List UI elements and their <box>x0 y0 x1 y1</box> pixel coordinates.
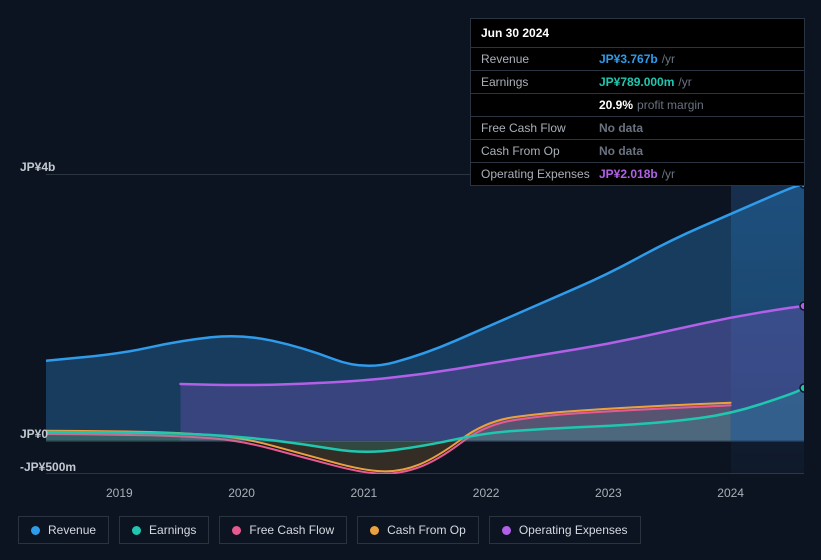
tooltip-label: Revenue <box>481 52 599 66</box>
x-axis-label: 2023 <box>595 486 622 500</box>
tooltip-value: JP¥789.000m/yr <box>599 75 692 89</box>
x-axis-label: 2021 <box>351 486 378 500</box>
tooltip-label <box>481 98 599 112</box>
tooltip-label: Operating Expenses <box>481 167 599 181</box>
y-axis-label: -JP¥500m <box>20 460 76 474</box>
tooltip-row: 20.9%profit margin <box>471 94 804 117</box>
tooltip-row: EarningsJP¥789.000m/yr <box>471 71 804 94</box>
tooltip-row: RevenueJP¥3.767b/yr <box>471 48 804 71</box>
legend-item[interactable]: Operating Expenses <box>489 516 641 544</box>
series-end-dot <box>800 302 804 310</box>
tooltip-row: Free Cash FlowNo data <box>471 117 804 140</box>
tooltip-label: Free Cash Flow <box>481 121 599 135</box>
legend-swatch <box>31 526 40 535</box>
y-axis-label: JP¥0 <box>20 427 48 441</box>
x-axis-label: 2022 <box>473 486 500 500</box>
tooltip-value: 20.9%profit margin <box>599 98 704 112</box>
tooltip-label: Cash From Op <box>481 144 599 158</box>
legend: Revenue Earnings Free Cash Flow Cash From O… <box>18 516 641 544</box>
hover-tooltip: Jun 30 2024 RevenueJP¥3.767b/yrEarningsJ… <box>470 18 805 186</box>
legend-swatch <box>232 526 241 535</box>
legend-item[interactable]: Cash From Op <box>357 516 479 544</box>
legend-swatch <box>132 526 141 535</box>
legend-item[interactable]: Earnings <box>119 516 209 544</box>
y-axis-label: JP¥4b <box>20 160 55 174</box>
legend-label: Free Cash Flow <box>249 523 334 537</box>
tooltip-label: Earnings <box>481 75 599 89</box>
tooltip-row: Operating ExpensesJP¥2.018b/yr <box>471 163 804 185</box>
legend-item[interactable]: Revenue <box>18 516 109 544</box>
legend-label: Revenue <box>48 523 96 537</box>
series-end-dot <box>800 384 804 392</box>
legend-label: Operating Expenses <box>519 523 628 537</box>
legend-swatch <box>370 526 379 535</box>
x-axis-label: 2020 <box>228 486 255 500</box>
tooltip-value: No data <box>599 144 643 158</box>
tooltip-value: No data <box>599 121 643 135</box>
tooltip-date: Jun 30 2024 <box>471 19 804 48</box>
legend-swatch <box>502 526 511 535</box>
tooltip-value: JP¥2.018b/yr <box>599 167 675 181</box>
chart-area: JP¥4bJP¥0-JP¥500m 2019202020212022202320… <box>18 160 804 480</box>
x-axis-labels: 2019 2020 2021 2022 2023 2024 <box>46 486 804 506</box>
x-axis-label: 2024 <box>717 486 744 500</box>
tooltip-row: Cash From OpNo data <box>471 140 804 163</box>
legend-label: Cash From Op <box>387 523 466 537</box>
legend-item[interactable]: Free Cash Flow <box>219 516 347 544</box>
x-axis-label: 2019 <box>106 486 133 500</box>
tooltip-value: JP¥3.767b/yr <box>599 52 675 66</box>
legend-label: Earnings <box>149 523 196 537</box>
financial-chart-panel: Jun 30 2024 RevenueJP¥3.767b/yrEarningsJ… <box>0 0 821 560</box>
series-svg <box>46 174 804 474</box>
